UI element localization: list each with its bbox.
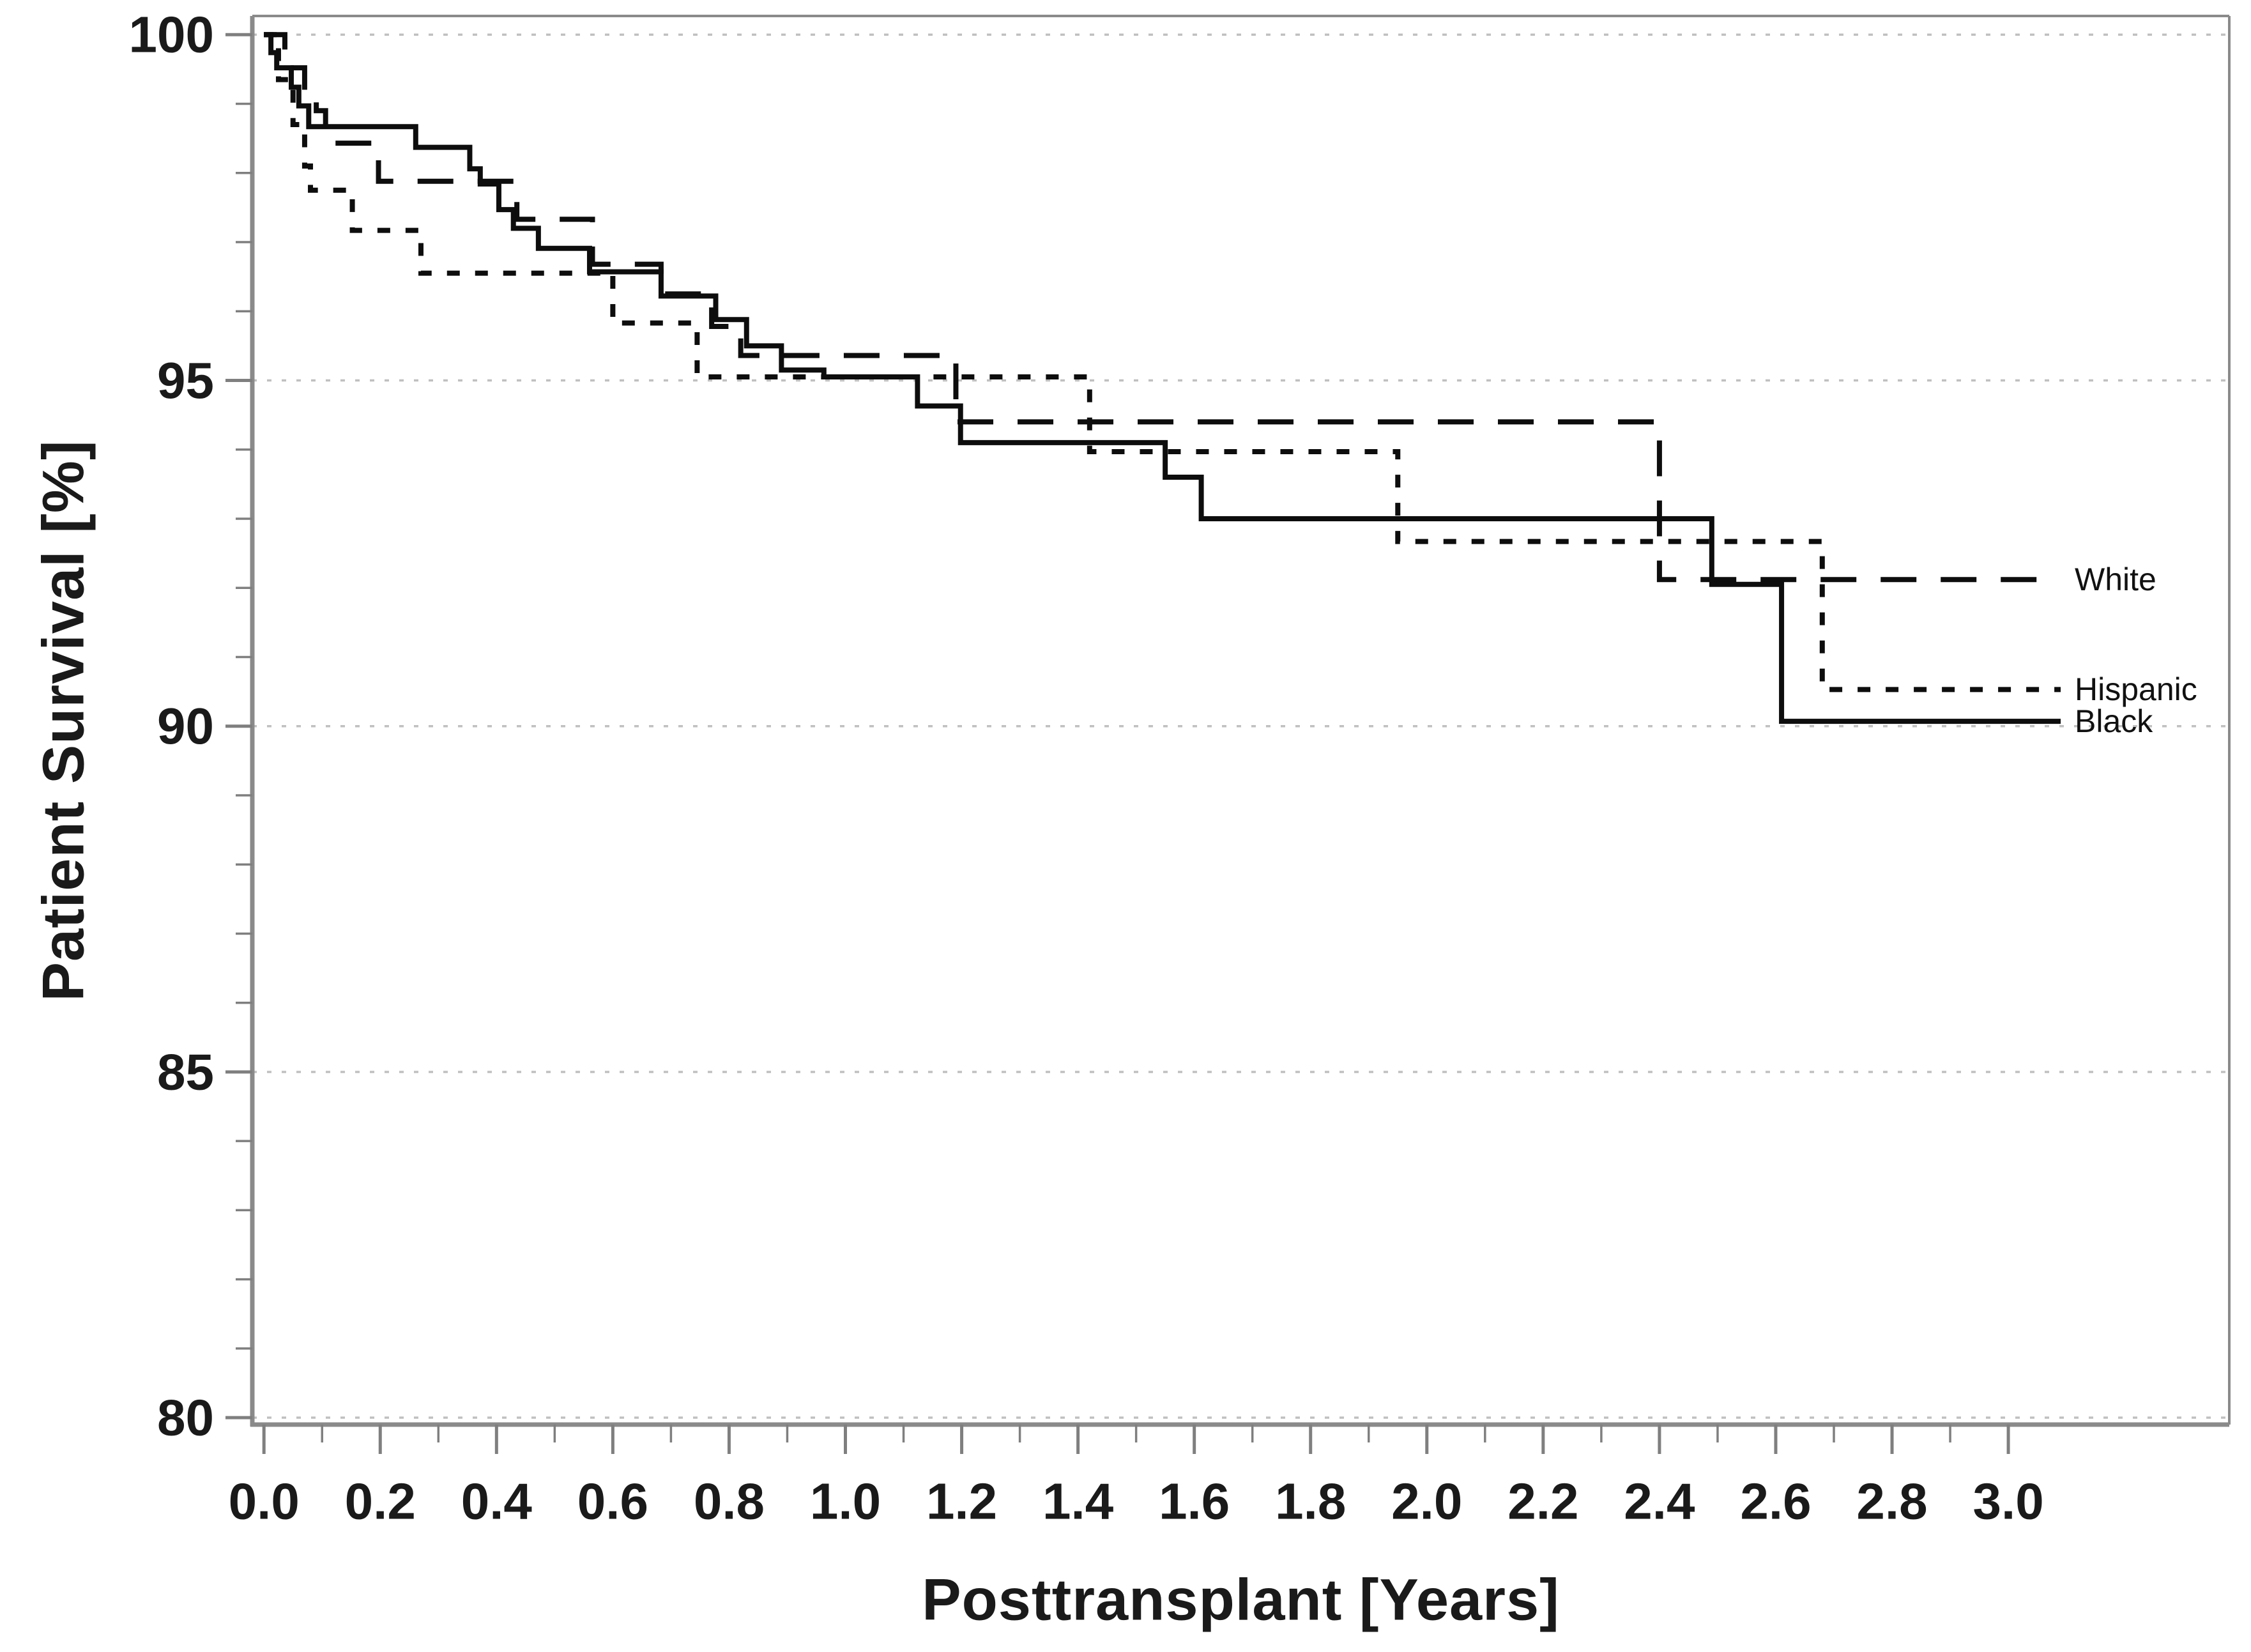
y-tick-label-95: 95 bbox=[157, 352, 214, 409]
series-label-white: White bbox=[2075, 562, 2156, 598]
y-tick-label-90: 90 bbox=[157, 698, 214, 754]
x-tick-label-1.6: 1.6 bbox=[1159, 1473, 1230, 1530]
series-label-hispanic: Hispanic bbox=[2075, 671, 2197, 708]
x-tick-label-0.0: 0.0 bbox=[229, 1473, 300, 1530]
y-tick-label-80: 80 bbox=[157, 1389, 214, 1446]
x-tick-label-1.0: 1.0 bbox=[810, 1473, 881, 1530]
x-tick-label-2.6: 2.6 bbox=[1740, 1473, 1811, 1530]
x-tick-label-2.4: 2.4 bbox=[1624, 1473, 1695, 1530]
y-tick-label-100: 100 bbox=[129, 6, 214, 63]
series-label-black: Black bbox=[2075, 703, 2153, 740]
x-tick-label-2.2: 2.2 bbox=[1507, 1473, 1578, 1530]
curve-black bbox=[264, 32, 2061, 724]
y-tick-label-85: 85 bbox=[157, 1043, 214, 1100]
x-tick-label-1.4: 1.4 bbox=[1042, 1473, 1114, 1530]
x-tick-label-1.8: 1.8 bbox=[1275, 1473, 1346, 1530]
x-tick-label-0.2: 0.2 bbox=[345, 1473, 416, 1530]
x-tick-label-0.8: 0.8 bbox=[694, 1473, 765, 1530]
x-tick-label-2.0: 2.0 bbox=[1391, 1473, 1462, 1530]
x-tick-label-0.4: 0.4 bbox=[461, 1473, 533, 1530]
x-tick-label-2.8: 2.8 bbox=[1856, 1473, 1927, 1530]
x-tick-label-0.6: 0.6 bbox=[577, 1473, 648, 1530]
curve-white bbox=[264, 32, 2061, 583]
x-axis-title: Posttransplant [Years] bbox=[922, 1567, 1560, 1633]
x-tick-label-3.0: 3.0 bbox=[1972, 1473, 2043, 1530]
x-tick-label-1.2: 1.2 bbox=[926, 1473, 997, 1530]
curve-hispanic bbox=[264, 32, 2061, 692]
y-axis-title: Patient Survival [%] bbox=[31, 440, 96, 1001]
